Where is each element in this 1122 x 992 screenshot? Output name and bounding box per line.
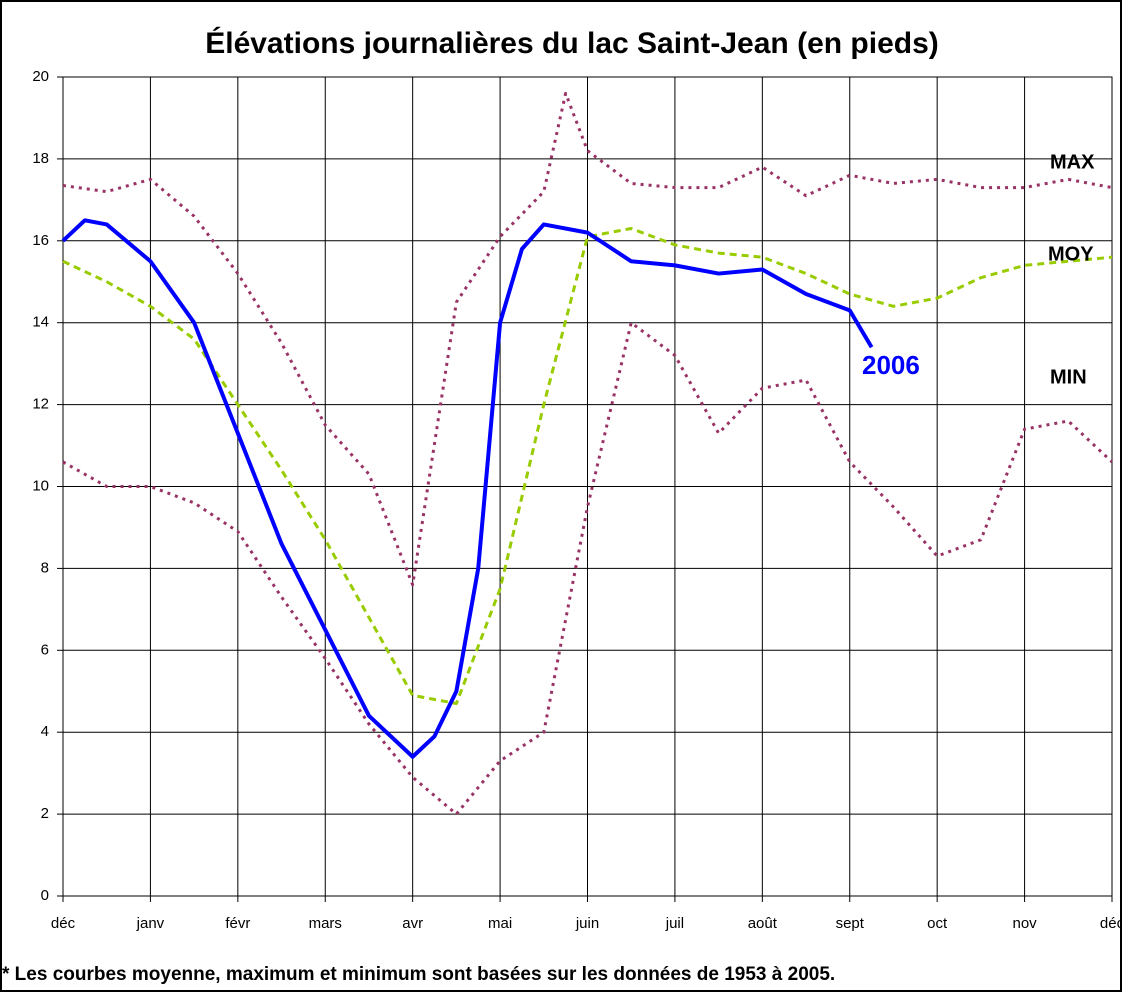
y-tick-label: 8	[41, 559, 49, 576]
x-tick-label: févr	[225, 915, 250, 932]
x-tick-label: août	[748, 915, 778, 932]
y-tick-label: 18	[32, 150, 49, 167]
series-line	[62, 227, 1113, 706]
y-tick-label: 20	[32, 68, 49, 85]
x-tick-label: oct	[927, 915, 948, 932]
y-tick-label: 2	[41, 805, 49, 822]
y-tick-label: 14	[32, 314, 49, 331]
x-tick-label: mai	[488, 915, 512, 932]
x-tick-label: nov	[1012, 915, 1037, 932]
y-tick-label: 10	[32, 477, 49, 494]
y-tick-label: 16	[32, 232, 49, 249]
series-label: MIN	[1050, 366, 1087, 388]
series-label: MAX	[1050, 151, 1095, 173]
y-tick-label: 4	[41, 723, 49, 740]
footnote: * Les courbes moyenne, maximum et minimu…	[2, 964, 835, 985]
series-line	[62, 321, 1114, 816]
x-tick-label: déc	[51, 915, 76, 932]
series-label: 2006	[862, 350, 920, 380]
x-tick-label: juin	[575, 915, 599, 932]
x-tick-label: janv	[136, 915, 165, 932]
y-tick-label: 6	[41, 641, 49, 658]
series-line	[61, 218, 874, 759]
x-tick-label: avr	[402, 915, 423, 932]
x-tick-label: mars	[309, 915, 342, 932]
chart-title: Élévations journalières du lac Saint-Jea…	[205, 26, 939, 60]
series-line	[62, 91, 1113, 587]
x-tick-label: déc	[1100, 915, 1122, 932]
plot-border	[62, 76, 1113, 897]
series-label: MOY	[1048, 243, 1094, 265]
x-tick-label: sept	[836, 915, 865, 932]
y-tick-label: 12	[32, 396, 49, 413]
x-tick-label: juil	[665, 915, 684, 932]
y-tick-label: 0	[41, 887, 49, 904]
